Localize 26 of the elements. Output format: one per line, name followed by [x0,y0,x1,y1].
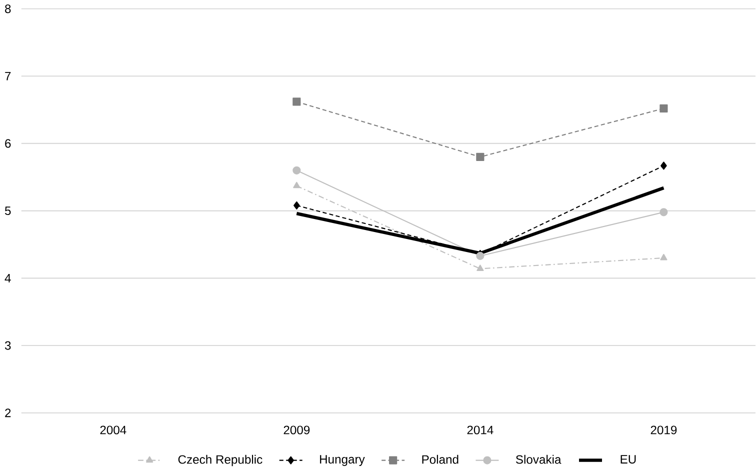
point [660,208,668,216]
point [293,201,300,210]
y-tick-label: 8 [5,4,11,14]
point [660,162,667,170]
point [660,254,668,260]
legend-label: Slovakia [516,454,562,464]
point [660,104,668,112]
point [292,166,301,174]
y-tick-label: 4 [4,274,11,282]
y-tick-label: 5 [4,206,11,216]
x-tick-label: 2019 [650,426,677,434]
y-tick-label: 6 [5,139,11,148]
legend-label: Poland [422,454,458,464]
x-tick-label: 2009 [284,426,310,434]
legend-label: EU [620,455,636,464]
x-tick-label: 2014 [467,426,494,434]
legend-label: Hungary [320,455,365,466]
y-tick-label: 3 [4,341,11,350]
y-tick-label: 7 [5,72,11,80]
point [476,264,484,271]
legend-label: Czech Republic [178,454,262,466]
point [292,98,301,106]
x-tick-label: 2004 [100,426,126,434]
y-tick-label: 2 [5,408,11,418]
point [293,182,300,188]
point [476,152,484,161]
